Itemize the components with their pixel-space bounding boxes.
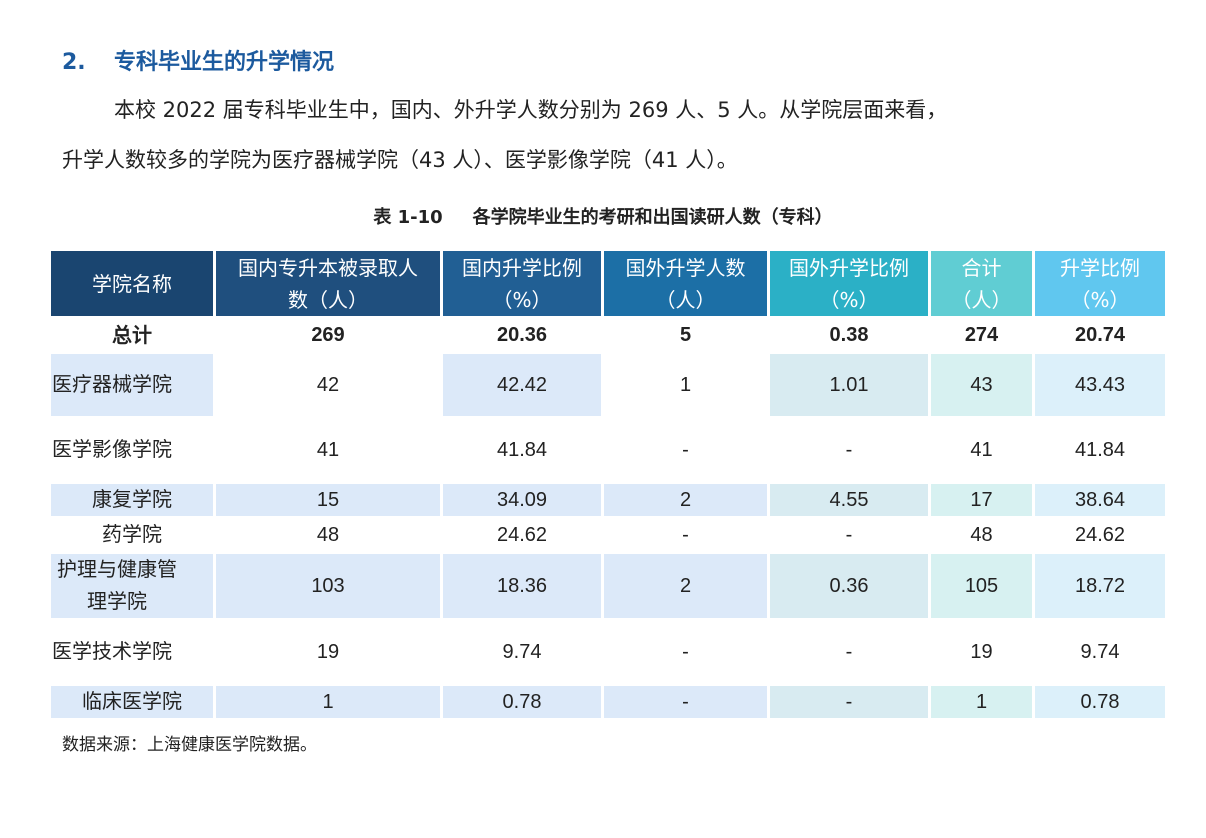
table-header-row: 学院名称 国内专升本被录取人数（人） 国内升学比例（%） 国外升学人数（人） 国… <box>48 248 1168 319</box>
table-cell: - <box>767 416 931 484</box>
table-cell: 15 <box>213 481 443 519</box>
header-total-rate: 升学比例（%） <box>1032 248 1168 319</box>
table-cell: 4.55 <box>767 481 931 519</box>
table-cell: 41 <box>928 416 1035 484</box>
table-cell: 43 <box>928 351 1035 419</box>
table-cell: 43.43 <box>1032 351 1168 419</box>
table-cell: 42.42 <box>440 351 604 419</box>
table-row: 医学技术学院 19 9.74 - - 19 9.74 <box>48 618 1168 686</box>
total-label: 总计 <box>48 316 216 354</box>
header-college: 学院名称 <box>48 248 216 319</box>
table-cell: 105 <box>928 551 1035 621</box>
table-caption-number: 表 1-10 <box>373 207 443 228</box>
table-row: 护理与健康管理学院 103 18.36 2 0.36 105 18.72 <box>48 551 1168 621</box>
table-cell: 103 <box>213 551 443 621</box>
table-caption-title: 各学院毕业生的考研和出国读研人数（专科） <box>472 207 833 228</box>
table-cell: - <box>767 683 931 721</box>
header-domestic-rate: 国内升学比例（%） <box>440 248 604 319</box>
table-cell: 48 <box>213 516 443 554</box>
table-row: 康复学院 15 34.09 2 4.55 17 38.64 <box>48 481 1168 519</box>
table-cell: 42 <box>213 351 443 419</box>
table-cell: - <box>767 516 931 554</box>
table-cell: 19 <box>928 618 1035 686</box>
data-table: 学院名称 国内专升本被录取人数（人） 国内升学比例（%） 国外升学人数（人） 国… <box>48 248 1168 721</box>
table-cell: - <box>601 618 770 686</box>
table-cell: 41.84 <box>1032 416 1168 484</box>
header-total-count: 合计（人） <box>928 248 1035 319</box>
header-abroad-rate: 国外升学比例（%） <box>767 248 931 319</box>
college-name: 护理与健康管理学院 <box>48 551 216 621</box>
table-row: 临床医学院 1 0.78 - - 1 0.78 <box>48 683 1168 721</box>
table-cell: 2 <box>601 551 770 621</box>
section-title: 专科毕业生的升学情况 <box>114 50 335 75</box>
table-cell: 48 <box>928 516 1035 554</box>
table-cell: 20.36 <box>440 316 604 354</box>
table-total-row: 总计 269 20.36 5 0.38 274 20.74 <box>48 316 1168 354</box>
table-cell: 0.36 <box>767 551 931 621</box>
table-cell: 24.62 <box>440 516 604 554</box>
table-cell: - <box>767 618 931 686</box>
paragraph-line-2: 升学人数较多的学院为医疗器械学院（43 人）、医学影像学院（41 人）。 <box>62 148 738 172</box>
table-cell: 1.01 <box>767 351 931 419</box>
table-cell: 0.38 <box>767 316 931 354</box>
table-cell: 41.84 <box>440 416 604 484</box>
header-domestic-count: 国内专升本被录取人数（人） <box>213 248 443 319</box>
college-name: 临床医学院 <box>48 683 216 721</box>
table-cell: 20.74 <box>1032 316 1168 354</box>
table-cell: 0.78 <box>1032 683 1168 721</box>
paragraph-line-1: 本校 2022 届专科毕业生中，国内、外升学人数分别为 269 人、5 人。从学… <box>114 98 948 122</box>
table-cell: 1 <box>213 683 443 721</box>
table-cell: 41 <box>213 416 443 484</box>
table-cell: 274 <box>928 316 1035 354</box>
table-cell: 0.78 <box>440 683 604 721</box>
table-row: 药学院 48 24.62 - - 48 24.62 <box>48 516 1168 554</box>
table-cell: - <box>601 416 770 484</box>
table-cell: 24.62 <box>1032 516 1168 554</box>
table-row: 医学影像学院 41 41.84 - - 41 41.84 <box>48 416 1168 484</box>
section-heading: 2. 专科毕业生的升学情况 <box>62 44 334 76</box>
college-name: 药学院 <box>48 516 216 554</box>
college-name: 医学技术学院 <box>48 618 216 686</box>
table-cell: 38.64 <box>1032 481 1168 519</box>
section-number: 2. <box>62 50 86 75</box>
college-name: 医疗器械学院 <box>48 351 216 419</box>
header-abroad-count: 国外升学人数（人） <box>601 248 770 319</box>
table-cell: - <box>601 516 770 554</box>
table-cell: 5 <box>601 316 770 354</box>
college-name: 康复学院 <box>48 481 216 519</box>
table-cell: 17 <box>928 481 1035 519</box>
table-caption: 表 1-10 各学院毕业生的考研和出国读研人数（专科） <box>0 203 1206 229</box>
table-cell: 1 <box>601 351 770 419</box>
table-cell: 18.36 <box>440 551 604 621</box>
table-cell: 1 <box>928 683 1035 721</box>
table-row: 医疗器械学院 42 42.42 1 1.01 43 43.43 <box>48 351 1168 419</box>
data-source-note: 数据来源：上海健康医学院数据。 <box>62 735 317 755</box>
table-cell: 9.74 <box>1032 618 1168 686</box>
college-name: 医学影像学院 <box>48 416 216 484</box>
table-cell: 269 <box>213 316 443 354</box>
table-cell: - <box>601 683 770 721</box>
table-cell: 34.09 <box>440 481 604 519</box>
table-cell: 18.72 <box>1032 551 1168 621</box>
table-cell: 9.74 <box>440 618 604 686</box>
table-cell: 2 <box>601 481 770 519</box>
table-cell: 19 <box>213 618 443 686</box>
